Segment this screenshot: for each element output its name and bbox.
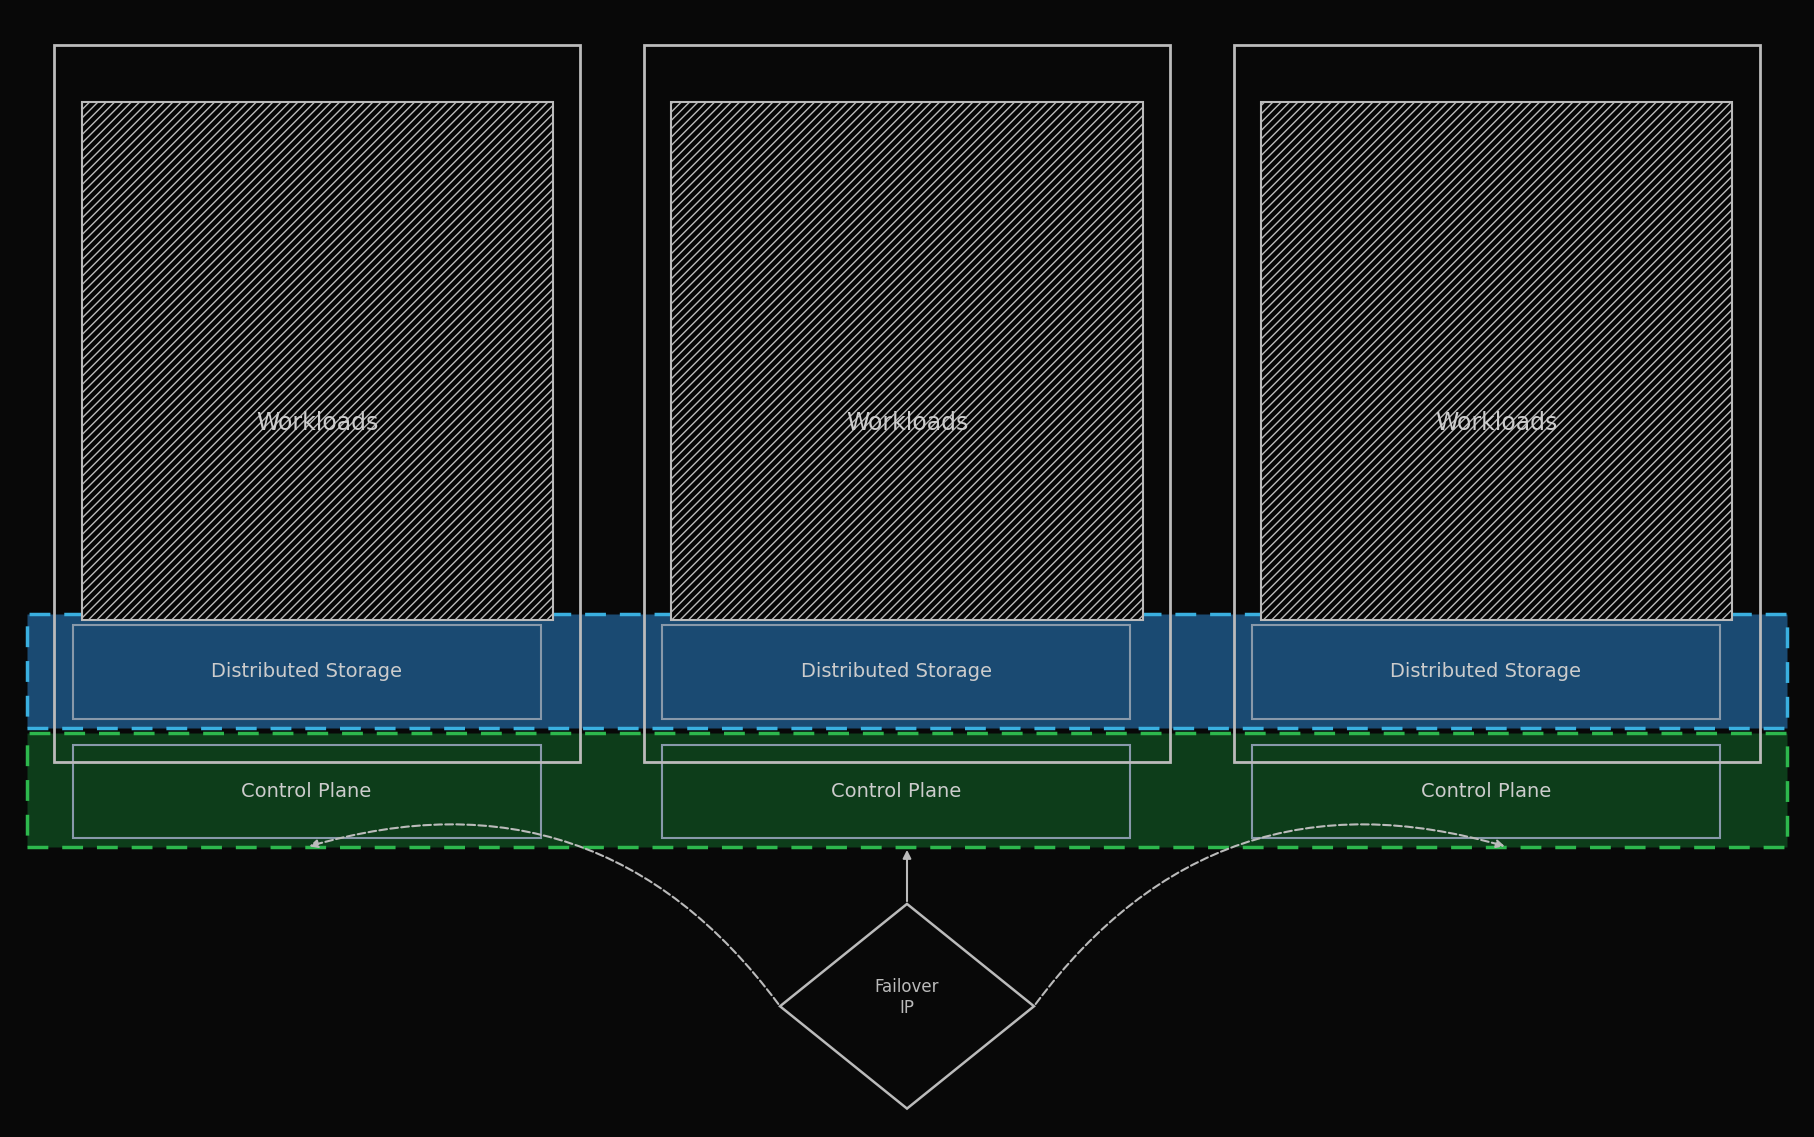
Bar [1261,102,1732,620]
Text: Workloads: Workloads [1435,412,1558,435]
Bar [1234,45,1760,762]
Bar [27,614,1787,728]
Text: Distributed Storage: Distributed Storage [800,663,992,681]
Bar [671,102,1143,620]
Text: Workloads: Workloads [256,412,379,435]
Text: Control Plane: Control Plane [1420,782,1551,800]
Text: Distributed Storage: Distributed Storage [210,663,403,681]
Bar [27,733,1787,847]
Bar [644,45,1170,762]
Bar [73,745,541,838]
Polygon shape [780,904,1034,1109]
Text: Failover
IP: Failover IP [874,978,940,1016]
Text: Control Plane: Control Plane [241,782,372,800]
Bar [662,745,1130,838]
Text: Control Plane: Control Plane [831,782,961,800]
Bar [82,102,553,620]
Text: Workloads: Workloads [845,412,969,435]
Bar [1252,745,1720,838]
Bar [662,625,1130,719]
Bar [1252,625,1720,719]
Bar [73,625,541,719]
Text: Distributed Storage: Distributed Storage [1390,663,1582,681]
Bar [54,45,580,762]
